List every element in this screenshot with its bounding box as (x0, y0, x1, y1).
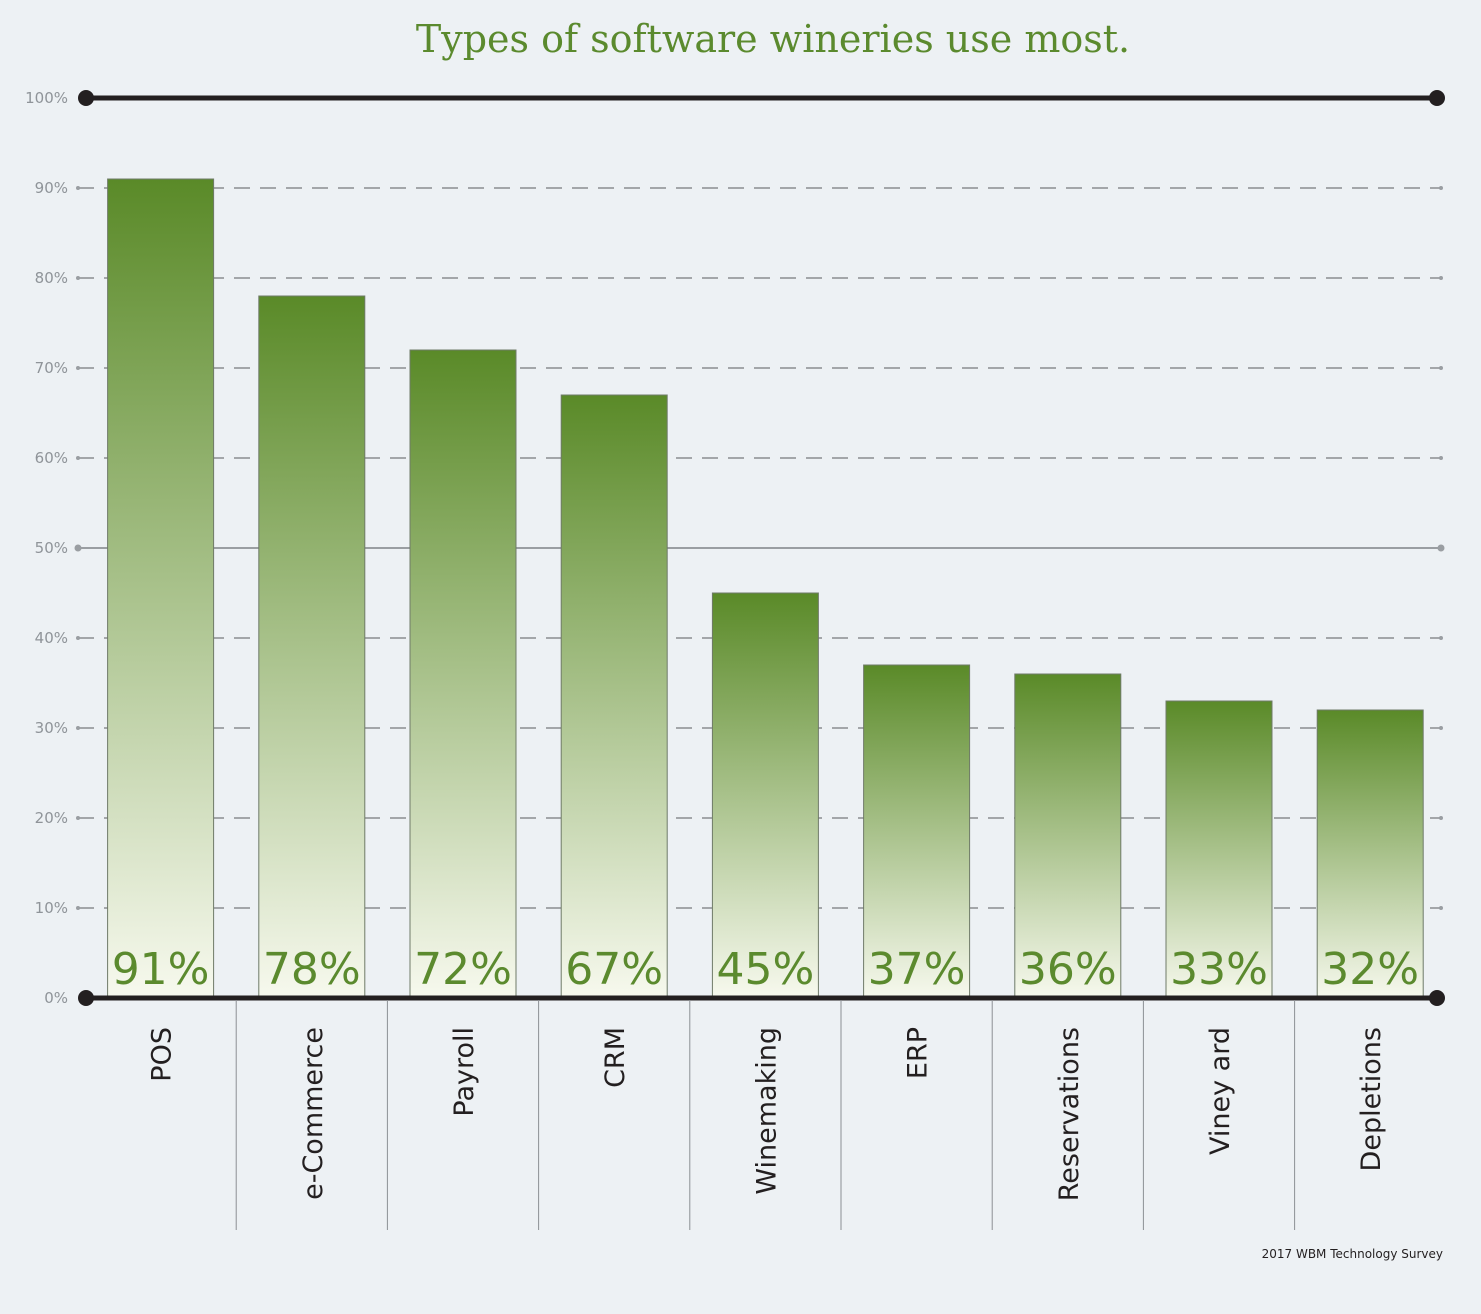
category-label: Reservations (1054, 1027, 1085, 1201)
category-label: CRM (600, 1027, 631, 1088)
bar (1014, 673, 1122, 999)
gridline-dot (1439, 366, 1443, 370)
bar-value-label: 91% (112, 944, 210, 995)
gridline-dot (76, 276, 80, 280)
axes (78, 90, 1445, 1006)
bar (711, 592, 819, 999)
y-tick-label: 10% (35, 899, 68, 917)
category-label: Viney ard (1205, 1027, 1236, 1155)
category-label: POS (147, 1027, 178, 1082)
axis-endpoint (1429, 990, 1445, 1006)
gridline-dot (76, 366, 80, 370)
y-tick-label: 50% (35, 539, 68, 557)
y-tick-label: 40% (35, 629, 68, 647)
bar-value-label: 67% (565, 944, 663, 995)
gridline-dot (74, 544, 82, 552)
category-label: Winemaking (751, 1027, 782, 1195)
gridline-dot (76, 816, 80, 820)
bar (1165, 700, 1273, 999)
y-tick-label: 60% (35, 449, 68, 467)
gridline-dot (1439, 636, 1443, 640)
gridline-dot (1439, 906, 1443, 910)
axis-endpoint (1429, 90, 1445, 106)
gridline-dot (1439, 276, 1443, 280)
category-label: Depletions (1356, 1027, 1387, 1171)
y-tick-label: 100% (25, 89, 68, 107)
gridline-dot (1439, 186, 1443, 190)
bars: 91% 78% 72% 67% 45% 37% 36% 33% 32% (107, 178, 1424, 999)
bar (560, 394, 668, 999)
y-tick-label: 70% (35, 359, 68, 377)
category-label: Payroll (449, 1027, 480, 1117)
gridline-dot (76, 186, 80, 190)
category-label: e-Commerce (298, 1027, 329, 1200)
bar-value-label: 37% (868, 944, 966, 995)
y-tick-label: 90% (35, 179, 68, 197)
gridline-dot (76, 456, 80, 460)
chart-title: Types of software wineries use most. (416, 17, 1130, 61)
gridline-dot (76, 906, 80, 910)
gridline-dot (1439, 816, 1443, 820)
y-axis-ticks: 0% 10% 20% 30% 40% 50% 60% 70% 80% 90% 100% (25, 89, 68, 1007)
gridline-dot (76, 636, 80, 640)
axis-endpoint (78, 90, 94, 106)
y-tick-label: 30% (35, 719, 68, 737)
category-labels: POS e-Commerce Payroll CRM Winemaking ERP Rese… (147, 1000, 1387, 1230)
source-note: 2017 WBM Technology Survey (1262, 1247, 1443, 1261)
axis-endpoint (78, 990, 94, 1006)
y-tick-label: 80% (35, 269, 68, 287)
bar-value-label: 72% (414, 944, 512, 995)
bar-value-label: 78% (263, 944, 361, 995)
y-tick-label: 20% (35, 809, 68, 827)
gridline-dot (1437, 544, 1445, 552)
bar-value-label: 32% (1321, 944, 1419, 995)
gridline-dot (1439, 456, 1443, 460)
bar (409, 349, 517, 999)
y-tick-label: 0% (44, 989, 68, 1007)
bar-value-label: 36% (1019, 944, 1117, 995)
category-label: ERP (903, 1027, 934, 1079)
bar-value-label: 45% (717, 944, 815, 995)
bar (258, 295, 366, 999)
gridline-dot (76, 726, 80, 730)
gridline-dot (1439, 726, 1443, 730)
bar (1316, 709, 1424, 999)
bar (107, 178, 215, 999)
bar-value-label: 33% (1170, 944, 1268, 995)
